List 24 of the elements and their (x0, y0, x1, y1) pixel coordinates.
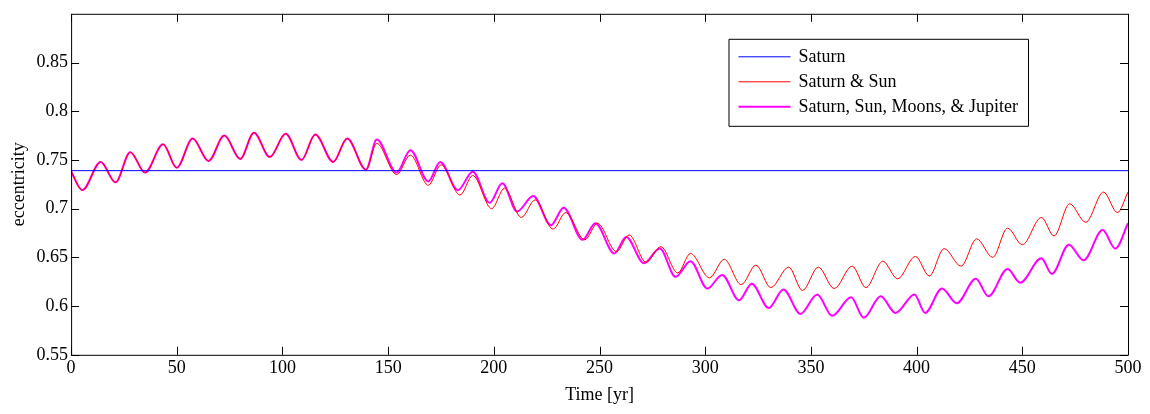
x-tick-label: 300 (691, 357, 719, 378)
y-tick-label: 0.65 (36, 246, 69, 267)
x-tick-label: 150 (374, 357, 402, 378)
x-tick-label: 500 (1114, 357, 1142, 378)
y-tick-label: 0.6 (45, 294, 69, 315)
y-tick-label: 0.7 (45, 197, 69, 218)
line-series (71, 131, 1128, 319)
x-tick-label: 0 (66, 357, 76, 378)
x-tick-label: 350 (797, 357, 825, 378)
x-tick-label: 400 (903, 357, 931, 378)
x-tick-label: 50 (167, 357, 186, 378)
legend-label: Saturn (798, 45, 846, 66)
y-tick-label: 0.85 (36, 51, 69, 72)
x-tick-label: 200 (480, 357, 508, 378)
legend-label: Saturn, Sun, Moons, & Jupiter (798, 95, 1019, 116)
line-series (71, 132, 1128, 291)
legend-label: Saturn & Sun (798, 70, 897, 91)
x-tick-label: 450 (1008, 357, 1036, 378)
y-axis-title: eccentricity (7, 142, 28, 227)
x-tick-label: 100 (268, 357, 296, 378)
x-tick-label: 250 (586, 357, 614, 378)
y-tick-label: 0.8 (45, 99, 69, 120)
y-tick-label: 0.75 (36, 148, 69, 169)
x-axis-title: Time [yr] (565, 383, 634, 404)
